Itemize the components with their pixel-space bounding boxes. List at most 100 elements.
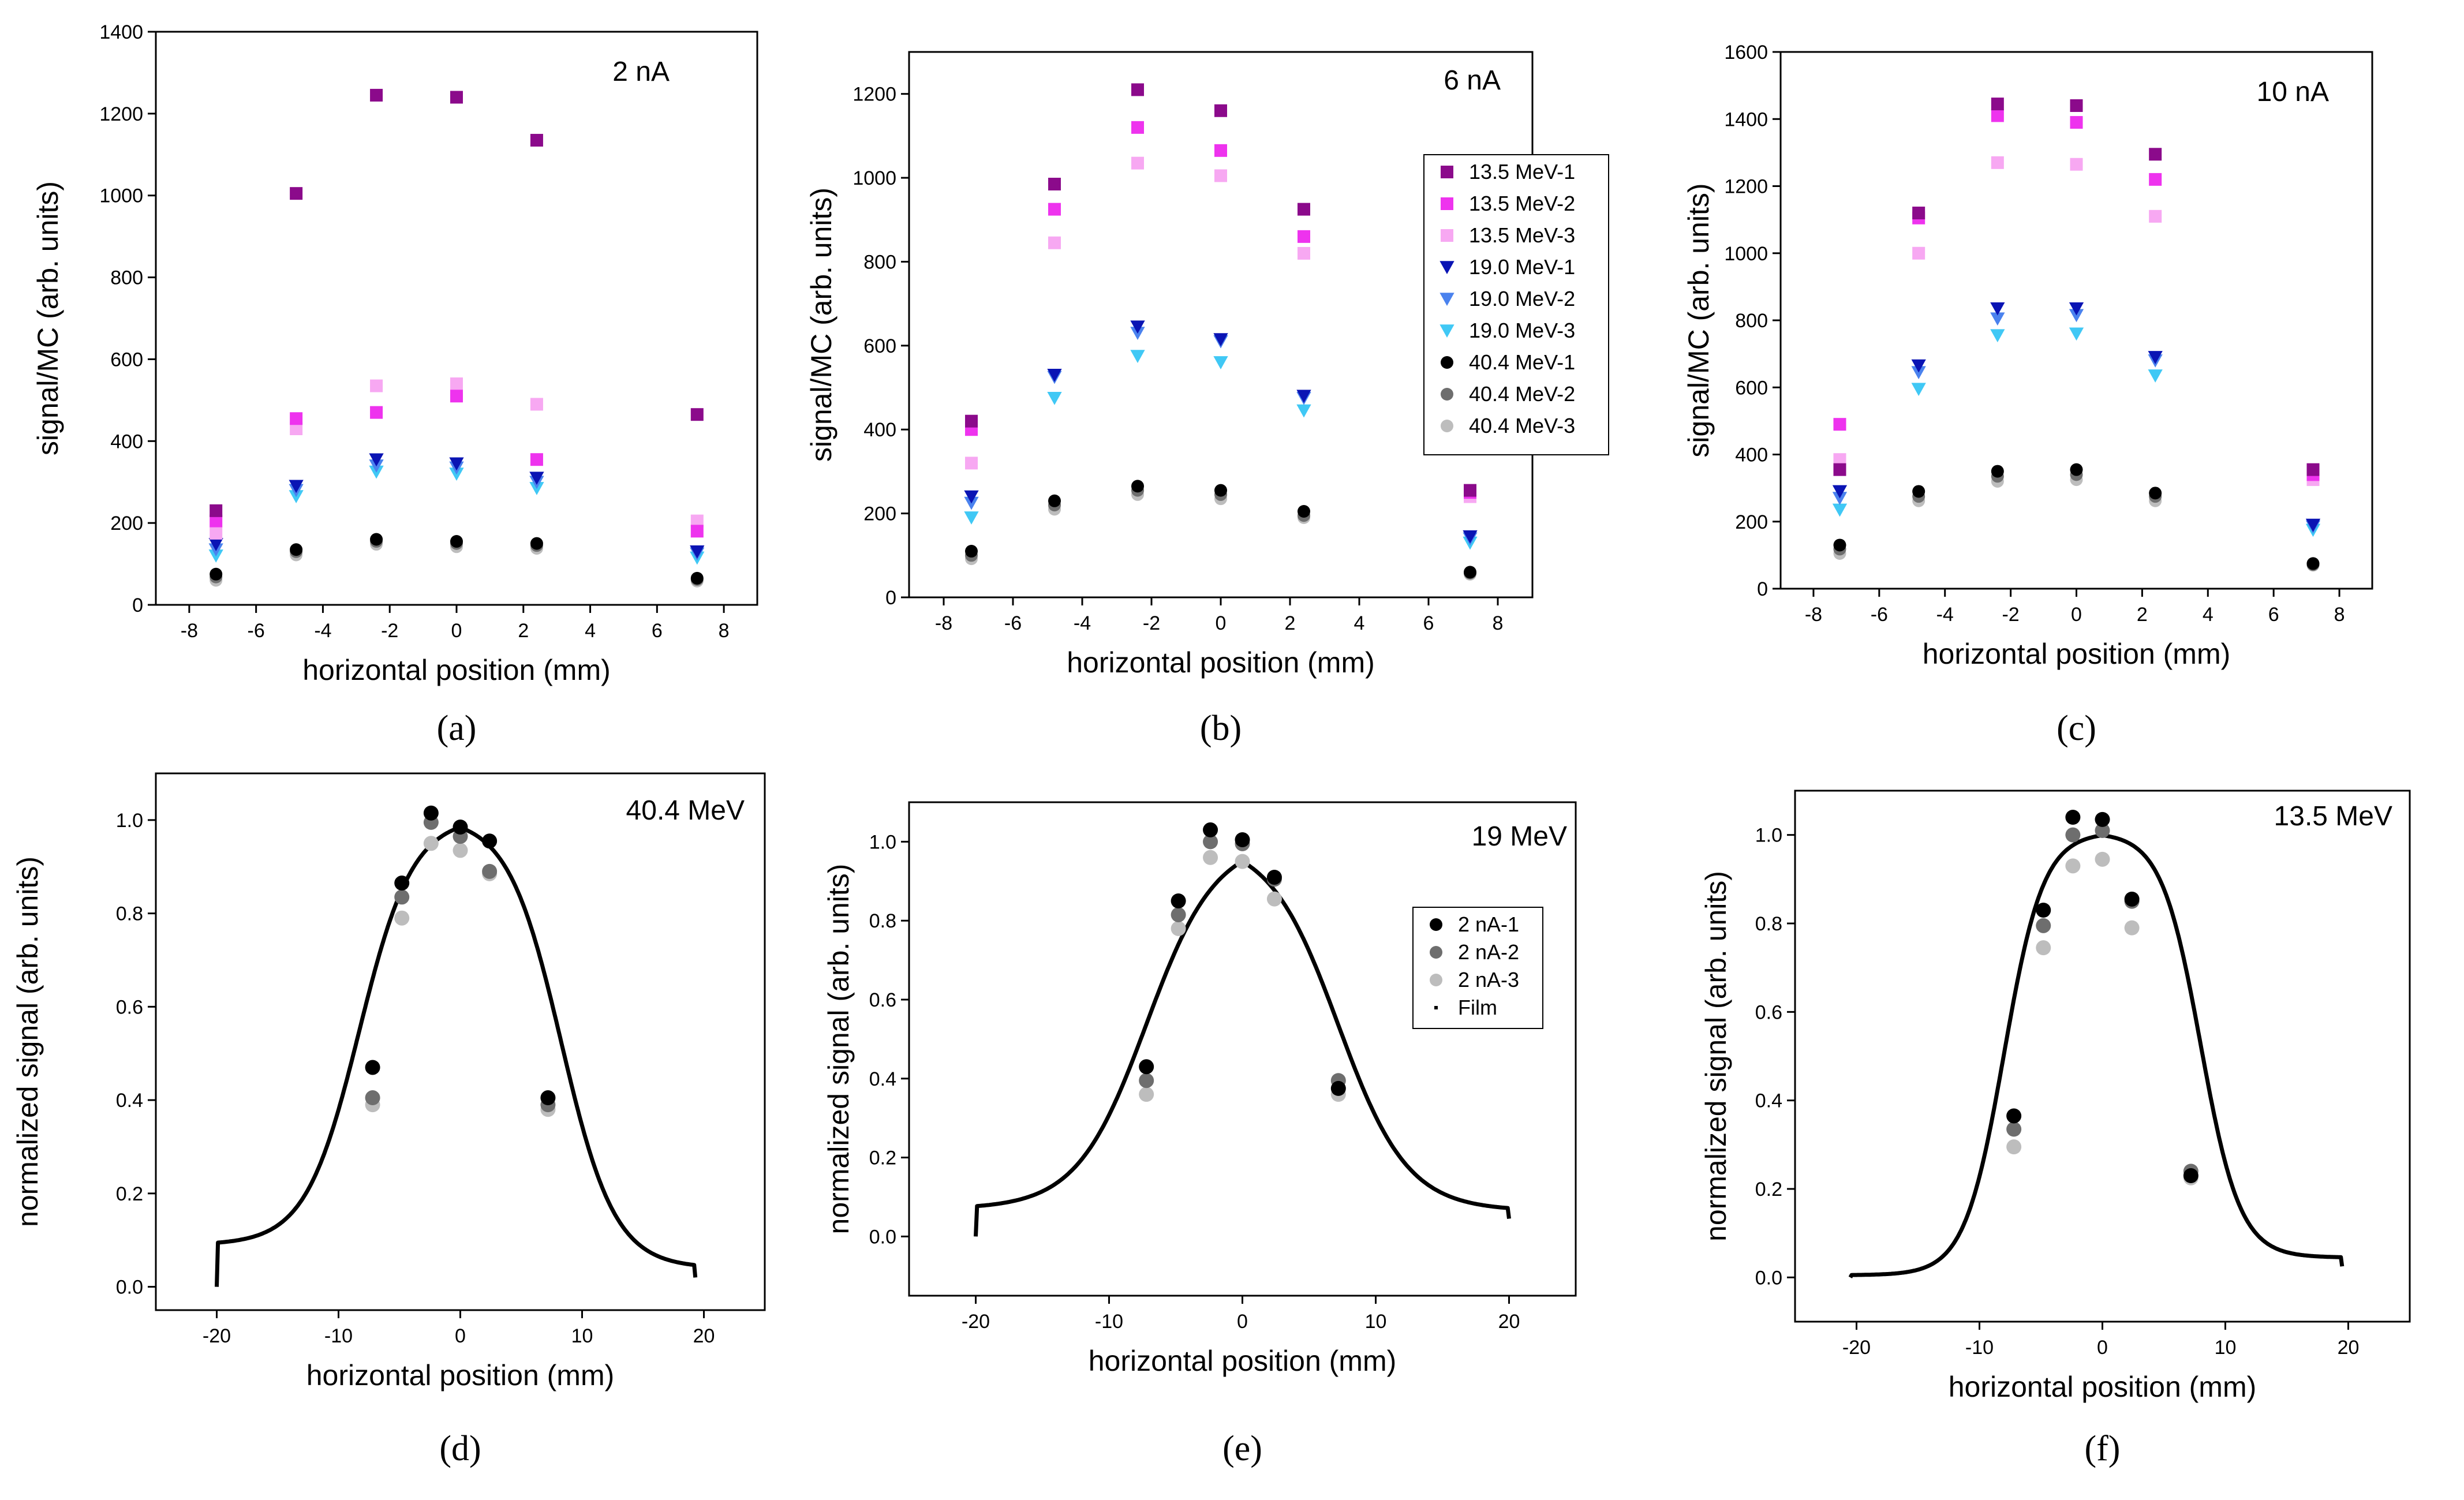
data-point: [2183, 1168, 2198, 1183]
data-point: [2095, 823, 2110, 838]
y-tick-label: 600: [863, 335, 896, 357]
y-tick-label: 1600: [1724, 42, 1768, 63]
y-tick-label: 1.0: [1755, 825, 1782, 847]
data-point: [1912, 207, 1925, 219]
y-tick-label: 0.0: [116, 1277, 143, 1299]
data-point: [370, 88, 383, 102]
legend-marker: [1441, 197, 1453, 210]
data-point: [1130, 320, 1145, 334]
data-point: [2006, 1108, 2022, 1124]
legend-marker: [1439, 324, 1455, 338]
x-axis-label: horizontal position (mm): [1089, 1345, 1397, 1377]
legend-marker: [1430, 918, 1442, 931]
data-point: [1171, 921, 1186, 936]
data-point: [450, 91, 463, 104]
x-tick-label: 8: [719, 620, 730, 642]
data-point: [2070, 116, 2083, 129]
y-tick-label: 200: [1735, 511, 1768, 533]
x-tick-label: -10: [1095, 1311, 1123, 1333]
y-tick-label: 1.0: [116, 810, 143, 832]
legend-label: 13.5 MeV-1: [1469, 160, 1575, 184]
x-tick-label: -8: [181, 620, 198, 642]
x-axis-label: horizontal position (mm): [1067, 646, 1375, 679]
data-point: [1991, 465, 2004, 478]
x-tick-label: 0: [1216, 612, 1227, 634]
x-tick-label: 20: [2338, 1337, 2360, 1359]
y-tick-label: 1000: [853, 167, 896, 189]
x-tick-label: 10: [1365, 1311, 1387, 1333]
data-point: [530, 537, 543, 550]
legend-marker: [1441, 229, 1453, 242]
data-point: [2069, 302, 2084, 316]
data-point: [964, 490, 979, 504]
data-point: [2305, 518, 2321, 532]
data-point: [208, 538, 223, 552]
legend-label: 2 nA-1: [1458, 912, 1519, 936]
data-point: [540, 1090, 556, 1106]
x-tick-label: -20: [203, 1325, 231, 1347]
data-point: [2149, 173, 2162, 186]
data-point: [530, 133, 543, 147]
legend-marker: [1441, 388, 1453, 401]
y-axis-label: normalized signal (arb. units): [822, 864, 855, 1235]
data-point: [1235, 832, 1250, 847]
y-tick-label: 1000: [1724, 243, 1768, 265]
chart-annotation: 10 nA: [2257, 77, 2329, 107]
data-point: [210, 526, 223, 540]
data-point: [1464, 484, 1476, 497]
y-axis-label: normalized signal (arb. units): [1700, 871, 1732, 1241]
x-tick-label: -4: [314, 620, 331, 642]
data-point: [1991, 109, 2004, 122]
data-point: [1131, 480, 1144, 493]
legend-label: 13.5 MeV-3: [1469, 223, 1575, 247]
x-axis-label: horizontal position (mm): [306, 1359, 615, 1391]
data-point: [1203, 850, 1218, 865]
data-point: [1298, 246, 1310, 260]
legend-label: 40.4 MeV-2: [1469, 382, 1575, 406]
data-point: [530, 398, 543, 411]
data-point: [423, 805, 439, 821]
data-point: [690, 408, 704, 421]
y-axis-label: signal/MC (arb. units): [32, 181, 64, 455]
data-point: [1214, 104, 1227, 117]
y-tick-label: 0.4: [1755, 1090, 1782, 1112]
x-tick-label: 6: [652, 620, 663, 642]
legend-label: 19.0 MeV-2: [1469, 287, 1575, 311]
x-tick-label: 2: [518, 620, 529, 642]
y-tick-label: 0.2: [116, 1183, 143, 1205]
chart-annotation: 6 nA: [1444, 65, 1501, 96]
data-point: [370, 379, 383, 392]
y-tick-label: 0.4: [116, 1090, 143, 1112]
x-tick-label: 4: [585, 620, 596, 642]
x-tick-label: -6: [248, 620, 265, 642]
x-tick-label: 8: [2334, 604, 2345, 626]
data-point: [450, 390, 463, 403]
x-tick-label: -20: [962, 1311, 990, 1333]
data-point: [1298, 504, 1310, 518]
y-tick-label: 200: [863, 503, 896, 525]
data-point: [450, 377, 463, 390]
y-axis-label: signal/MC (arb. units): [1682, 183, 1715, 457]
y-tick-label: 0.6: [1755, 1001, 1782, 1023]
data-point: [482, 863, 498, 879]
x-tick-label: 0: [451, 620, 462, 642]
data-point: [1832, 503, 1848, 517]
data-point: [1214, 169, 1227, 182]
data-point: [482, 833, 498, 849]
y-tick-label: 0.6: [869, 989, 896, 1011]
data-point: [2070, 463, 2083, 476]
data-point: [964, 511, 979, 525]
data-point: [1203, 834, 1218, 850]
data-point: [1464, 566, 1476, 579]
data-point: [1990, 329, 2005, 343]
y-tick-label: 0: [132, 594, 143, 616]
data-point: [2124, 891, 2140, 907]
chart-panel-f: -20 -10 0 10 20 0.0 0.2 0.4 0.6 0.8 1.0 horizontal …: [1700, 790, 2411, 1468]
data-point: [1991, 156, 2004, 169]
data-point: [1463, 530, 1478, 544]
y-tick-label: 200: [110, 513, 143, 534]
data-point: [1047, 391, 1062, 405]
x-tick-label: -10: [1965, 1337, 1994, 1359]
data-point: [529, 472, 544, 485]
